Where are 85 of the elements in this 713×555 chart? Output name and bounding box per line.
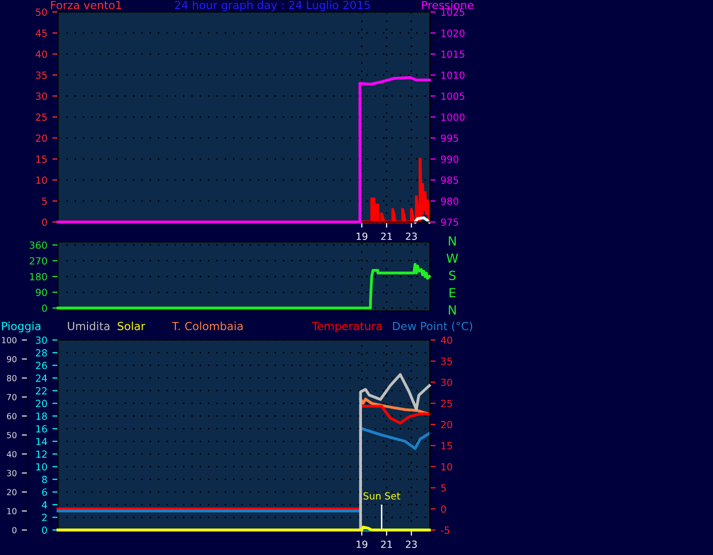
x-tick-label: 23 <box>406 540 417 548</box>
y3-tick-label: 50 <box>7 432 16 438</box>
text: T. Colombaia <box>172 322 243 330</box>
y2-tick-label: 985 <box>441 176 458 184</box>
x-tick-label: 21 <box>381 540 392 548</box>
text: Dew Point (°C) <box>393 322 472 332</box>
text: N <box>448 305 456 314</box>
y3-tick-label: 90 <box>6 356 16 362</box>
y3-tick-label: 100 <box>2 336 16 344</box>
y-tick-label: 6 <box>42 488 47 496</box>
text: W <box>446 254 458 263</box>
y2-tick-label: 995 <box>441 134 458 142</box>
y-tick-label: 180 <box>30 272 47 280</box>
y-tick-label: 14 <box>36 438 48 446</box>
y3-tick-label: 80 <box>6 374 16 382</box>
text: Umidita <box>68 322 110 330</box>
y-tick-label: 90 <box>36 288 47 296</box>
y2-tick-label: 990 <box>441 155 458 163</box>
y2-tick-label: 1025 <box>441 8 464 16</box>
y2-tick-label: -5 <box>440 526 450 534</box>
ref-line-label: Sun Set <box>364 492 400 500</box>
y2-tick-label: 25 <box>441 400 452 408</box>
y2-tick-label: 0 <box>441 505 446 513</box>
y2-tick-label: 1015 <box>441 50 464 58</box>
y-tick-label: 25 <box>36 113 47 121</box>
y2-tick-label: 15 <box>441 442 452 450</box>
y2-tick-label: 30 <box>441 378 452 386</box>
y-tick-label: 22 <box>36 387 47 394</box>
x-tick-label: 19 <box>356 540 368 548</box>
text: Solar <box>118 322 146 330</box>
y2-tick-label: 40 <box>440 336 452 344</box>
y2-tick-label: 20 <box>441 420 452 428</box>
y2-tick-label: 5 <box>441 484 446 492</box>
y2-axis-title: Pressione <box>422 0 474 10</box>
y3-tick-label: 30 <box>7 470 16 476</box>
y-tick-label: 0 <box>42 304 47 312</box>
y3-tick-label: 70 <box>7 394 16 400</box>
y-tick-label: 5 <box>42 198 47 205</box>
text: Temperatura <box>312 322 382 332</box>
y2-tick-label: 35 <box>441 358 452 365</box>
text: E <box>450 288 456 298</box>
y-tick-label: 28 <box>36 349 47 356</box>
y-tick-label: 15 <box>36 156 47 163</box>
y-tick-label: 35 <box>36 71 47 79</box>
y-tick-label: 45 <box>36 30 47 37</box>
y3-tick-label: 20 <box>7 488 16 496</box>
y3-tick-label: 40 <box>6 450 16 458</box>
x-tick-label: 19 <box>356 232 368 240</box>
y3-tick-label: 0 <box>12 526 16 534</box>
y-tick-label: 30 <box>36 336 47 344</box>
y-tick-label: 24 <box>36 374 48 382</box>
text: N <box>448 236 456 246</box>
y-tick-label: 26 <box>36 362 47 370</box>
y3-tick-label: 10 <box>7 508 16 514</box>
y-tick-label: 30 <box>36 92 47 100</box>
y-tick-label: 0 <box>42 218 47 226</box>
y-tick-label: 360 <box>30 241 47 249</box>
y-tick-label: 20 <box>36 134 47 142</box>
y-tick-label: 50 <box>36 8 47 16</box>
y-tick-label: 20 <box>36 400 47 408</box>
y2-tick-label: 975 <box>441 218 458 226</box>
chart-title: 24 hour graph day : 24 Luglio 2015 <box>175 0 370 12</box>
y-tick-label: 0 <box>42 526 47 534</box>
x-tick-label: 23 <box>406 232 417 240</box>
y-tick-label: 16 <box>36 425 47 432</box>
y-tick-label: 4 <box>42 501 48 508</box>
x-tick-label: 21 <box>381 232 392 240</box>
y-tick-label: 10 <box>36 176 47 184</box>
y-tick-label: 10 <box>36 463 47 470</box>
y-tick-label: 8 <box>42 476 47 484</box>
y-tick-label: 12 <box>36 450 47 458</box>
y3-tick-label: 60 <box>7 412 16 420</box>
y2-tick-label: 980 <box>441 197 458 205</box>
y-tick-label: 40 <box>36 50 47 58</box>
text: Pioggia <box>2 322 40 332</box>
y2-tick-label: 1010 <box>441 71 465 79</box>
y-tick-label: 18 <box>36 412 47 420</box>
y-axis-title: Forza vento1 <box>51 0 122 10</box>
y2-tick-label: 1005 <box>441 92 464 100</box>
y-tick-label: 2 <box>42 514 47 522</box>
y2-tick-label: 1020 <box>441 29 465 37</box>
y2-tick-label: 1000 <box>441 113 465 121</box>
y-tick-label: 270 <box>30 257 47 265</box>
y2-tick-label: 10 <box>441 463 452 470</box>
text: S <box>449 270 456 280</box>
